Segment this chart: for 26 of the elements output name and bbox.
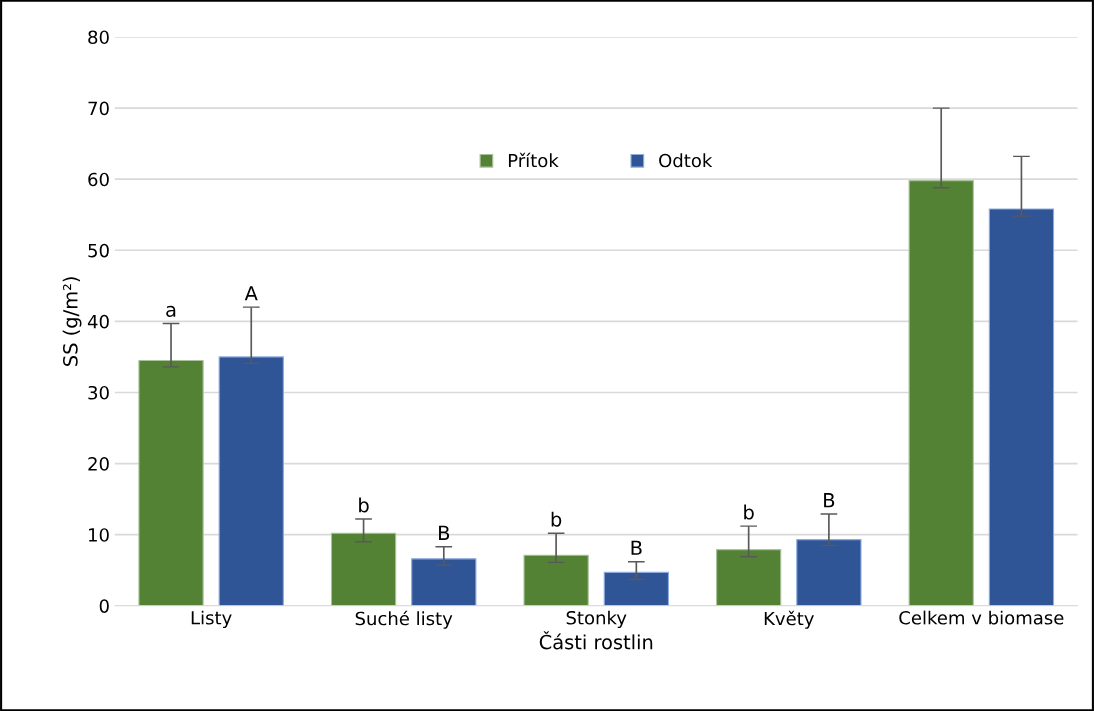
x-tick-label: Celkem v biomase bbox=[899, 610, 1064, 625]
x-tick-label: Listy bbox=[191, 610, 232, 629]
y-tick-label: 0 bbox=[99, 599, 109, 613]
y-tick-label: 70 bbox=[88, 101, 109, 116]
legend-label: Odtok bbox=[659, 153, 713, 168]
legend-label: Přítok bbox=[508, 152, 559, 168]
y-tick-label: 30 bbox=[88, 385, 109, 400]
y-tick-label: 50 bbox=[88, 243, 109, 258]
annotation: b bbox=[551, 511, 562, 527]
annotation: B bbox=[439, 525, 450, 540]
annotation: A bbox=[244, 286, 258, 301]
x-axis-title: Části rostlin bbox=[539, 631, 653, 650]
y-tick-label: 60 bbox=[88, 172, 109, 187]
x-tick-label: Květy bbox=[764, 610, 814, 629]
annotation: B bbox=[631, 540, 642, 555]
y-tick-label: 80 bbox=[88, 30, 109, 45]
y-tick-label: 40 bbox=[87, 314, 109, 329]
y-axis-title: SS (g/m²) bbox=[62, 277, 82, 366]
annotation: b bbox=[744, 504, 754, 520]
x-tick-label: Stonky bbox=[566, 610, 627, 629]
x-tick-label: Suché listy bbox=[355, 610, 453, 629]
annotation: b bbox=[359, 497, 369, 513]
annotation: a bbox=[166, 305, 176, 317]
y-tick-label: 10 bbox=[89, 528, 109, 542]
annotation: B bbox=[824, 493, 835, 508]
y-tick-label: 20 bbox=[88, 457, 109, 471]
